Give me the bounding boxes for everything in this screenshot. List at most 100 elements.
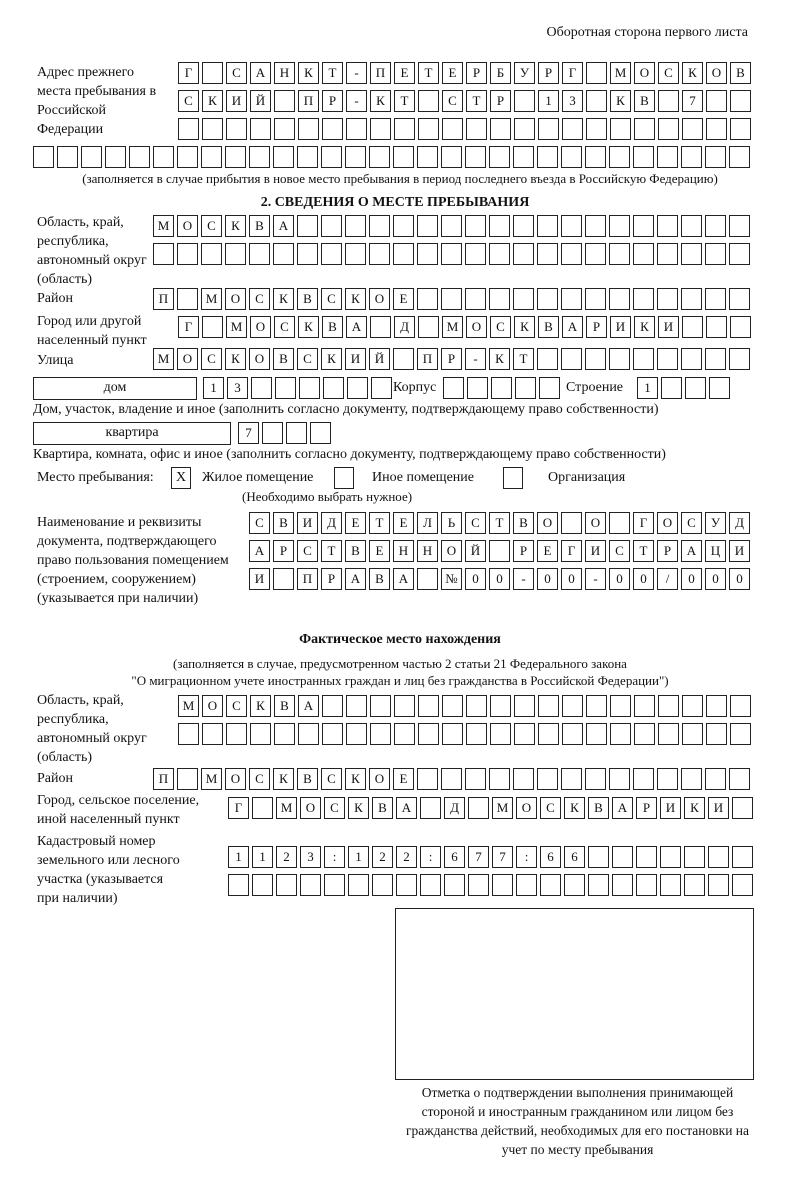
letter-cell[interactable]: С <box>249 288 270 310</box>
letter-cell[interactable] <box>633 215 654 237</box>
letter-cell[interactable]: В <box>369 568 390 590</box>
letter-cell[interactable] <box>465 288 486 310</box>
letter-cell[interactable] <box>202 62 223 84</box>
letter-cell[interactable]: О <box>466 316 487 338</box>
letter-cell[interactable] <box>681 348 702 370</box>
letter-cell[interactable]: И <box>585 540 606 562</box>
letter-cell[interactable] <box>585 243 606 265</box>
letter-cell[interactable] <box>588 846 609 868</box>
letter-cell[interactable] <box>561 146 582 168</box>
letter-cell[interactable]: О <box>249 348 270 370</box>
letter-cell[interactable] <box>369 215 390 237</box>
letter-cell[interactable] <box>681 288 702 310</box>
letter-cell[interactable]: Т <box>633 540 654 562</box>
letter-cell[interactable] <box>262 422 283 444</box>
letter-cell[interactable] <box>610 723 631 745</box>
letter-cell[interactable] <box>514 118 535 140</box>
letter-cell[interactable] <box>347 377 368 399</box>
letter-cell[interactable] <box>201 146 222 168</box>
letter-cell[interactable] <box>250 723 271 745</box>
letter-cell[interactable] <box>468 797 489 819</box>
letter-cell[interactable] <box>657 146 678 168</box>
letter-cell[interactable] <box>660 874 681 896</box>
letter-cell[interactable]: А <box>298 695 319 717</box>
letter-cell[interactable] <box>588 874 609 896</box>
letter-cell[interactable]: П <box>297 568 318 590</box>
letter-cell[interactable] <box>489 768 510 790</box>
letter-cell[interactable] <box>729 146 750 168</box>
letter-cell[interactable] <box>682 316 703 338</box>
letter-cell[interactable] <box>299 377 320 399</box>
letter-cell[interactable]: А <box>346 316 367 338</box>
letter-cell[interactable] <box>273 243 294 265</box>
letter-cell[interactable] <box>491 377 512 399</box>
letter-cell[interactable] <box>202 316 223 338</box>
letter-cell[interactable]: Е <box>394 62 415 84</box>
letter-cell[interactable] <box>465 243 486 265</box>
letter-cell[interactable] <box>612 874 633 896</box>
letter-cell[interactable]: Р <box>513 540 534 562</box>
letter-cell[interactable]: 1 <box>252 846 273 868</box>
letter-cell[interactable] <box>513 146 534 168</box>
letter-cell[interactable] <box>705 768 726 790</box>
letter-cell[interactable] <box>274 723 295 745</box>
letter-cell[interactable]: Л <box>417 512 438 534</box>
letter-cell[interactable] <box>420 874 441 896</box>
letter-cell[interactable]: М <box>201 288 222 310</box>
letter-cell[interactable] <box>393 348 414 370</box>
letter-cell[interactable]: К <box>634 316 655 338</box>
letter-cell[interactable]: 0 <box>561 568 582 590</box>
letter-cell[interactable]: 1 <box>538 90 559 112</box>
letter-cell[interactable]: О <box>300 797 321 819</box>
letter-cell[interactable]: С <box>321 288 342 310</box>
letter-cell[interactable]: М <box>153 348 174 370</box>
letter-cell[interactable] <box>417 768 438 790</box>
letter-cell[interactable]: П <box>153 288 174 310</box>
letter-cell[interactable]: - <box>465 348 486 370</box>
letter-cell[interactable] <box>708 874 729 896</box>
letter-cell[interactable]: П <box>153 768 174 790</box>
letter-cell[interactable] <box>298 723 319 745</box>
letter-cell[interactable] <box>300 874 321 896</box>
letter-cell[interactable] <box>562 118 583 140</box>
letter-cell[interactable]: - <box>585 568 606 590</box>
letter-cell[interactable]: М <box>201 768 222 790</box>
letter-cell[interactable]: К <box>514 316 535 338</box>
letter-cell[interactable]: О <box>225 768 246 790</box>
letter-cell[interactable] <box>681 243 702 265</box>
letter-cell[interactable] <box>561 348 582 370</box>
letter-cell[interactable]: 0 <box>537 568 558 590</box>
letter-cell[interactable]: Ь <box>441 512 462 534</box>
letter-cell[interactable] <box>252 797 273 819</box>
letter-cell[interactable] <box>585 768 606 790</box>
letter-cell[interactable] <box>706 723 727 745</box>
letter-cell[interactable] <box>585 288 606 310</box>
letter-cell[interactable] <box>564 874 585 896</box>
letter-cell[interactable] <box>489 243 510 265</box>
letter-cell[interactable]: К <box>489 348 510 370</box>
letter-cell[interactable] <box>33 146 54 168</box>
letter-cell[interactable] <box>537 146 558 168</box>
letter-cell[interactable] <box>515 377 536 399</box>
letter-cell[interactable] <box>81 146 102 168</box>
letter-cell[interactable] <box>514 90 535 112</box>
letter-cell[interactable] <box>729 768 750 790</box>
letter-cell[interactable] <box>394 723 415 745</box>
letter-cell[interactable]: Р <box>322 90 343 112</box>
letter-cell[interactable] <box>468 874 489 896</box>
letter-cell[interactable]: : <box>420 846 441 868</box>
letter-cell[interactable] <box>706 695 727 717</box>
letter-cell[interactable] <box>609 348 630 370</box>
letter-cell[interactable]: - <box>513 568 534 590</box>
letter-cell[interactable]: М <box>153 215 174 237</box>
letter-cell[interactable] <box>609 288 630 310</box>
letter-cell[interactable] <box>417 215 438 237</box>
letter-cell[interactable]: 2 <box>396 846 417 868</box>
letter-cell[interactable] <box>177 146 198 168</box>
letter-cell[interactable] <box>609 243 630 265</box>
letter-cell[interactable] <box>274 118 295 140</box>
letter-cell[interactable] <box>634 723 655 745</box>
letter-cell[interactable]: И <box>729 540 750 562</box>
letter-cell[interactable]: 7 <box>682 90 703 112</box>
letter-cell[interactable]: А <box>273 215 294 237</box>
